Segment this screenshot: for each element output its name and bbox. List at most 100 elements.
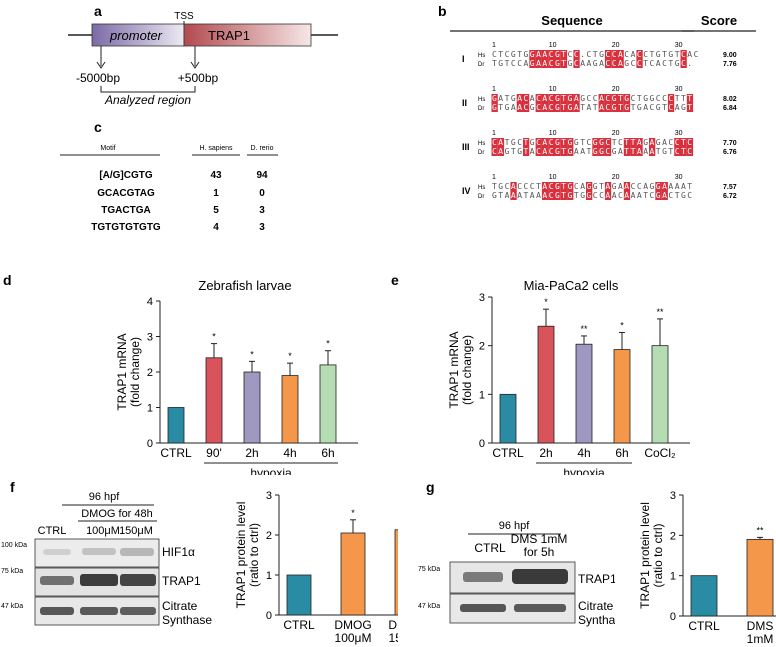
y-tick-label: 2 (147, 367, 153, 379)
conserved-cell (567, 138, 574, 147)
conserved-cell (623, 94, 631, 103)
panel-f-chart: 0 1 2 3 TRAP1 protein level(ratio to ctrl) CT… (234, 490, 398, 645)
alignment-tick: 1 (492, 130, 496, 137)
chart-title: Zebrafish larvae (198, 278, 291, 293)
conserved-cell (560, 191, 568, 200)
conserved-cell (586, 191, 593, 200)
y-tick-label: 1 (670, 571, 676, 583)
conserved-cell (674, 147, 681, 156)
significance-mark: * (250, 349, 254, 359)
conserved-cell (604, 59, 612, 68)
motif-cell: TGACTGA (101, 205, 150, 216)
hs-label: Hs (478, 97, 485, 103)
conserved-cell (611, 50, 618, 59)
bar (690, 575, 718, 617)
bar (167, 407, 185, 444)
category-label: 100μM (335, 631, 372, 645)
alignment-block: 1 10 20 30 III Hs Dr CATGCTGCACGTGGTCGGCTCTTAGA… (462, 130, 737, 156)
score-header: Score (701, 13, 737, 28)
conserved-cell (598, 94, 605, 103)
conserved-cell (516, 94, 523, 103)
y-tick-label: 1 (147, 403, 153, 415)
y-tick-label: 3 (266, 490, 272, 502)
conserved-cell (636, 138, 643, 147)
panel-a: a promoter TRAP1 TSS -5000bp +500bp Anal… (68, 3, 338, 107)
conserved-cell (623, 103, 631, 112)
trap1-label: TRAP1 (162, 574, 201, 588)
conserved-cell (548, 50, 555, 59)
conserved-cell (497, 147, 505, 156)
dr-count: 3 (259, 222, 265, 233)
lane-dms-time: for 5h (524, 545, 555, 559)
conserved-cell (604, 191, 612, 200)
sequence-header: Sequence (541, 13, 602, 28)
conserved-cell (674, 138, 681, 147)
trap1-gene-box (183, 23, 312, 47)
conserved-cell (604, 50, 612, 59)
conserved-cell (573, 94, 580, 103)
lane-ctrl: CTRL (38, 525, 67, 537)
conserved-cell (604, 182, 612, 191)
table-row: TGACTGA 5 3 (101, 205, 265, 216)
block-roman: IV (462, 186, 471, 196)
lane-150: 150μM (119, 525, 153, 537)
block-roman: III (462, 142, 470, 152)
trap1-gene-label: TRAP1 (208, 28, 250, 43)
hs-score: 7.70 (723, 140, 737, 147)
conserved-cell (548, 138, 555, 147)
conserved-cell (523, 94, 530, 103)
conserved-cell (541, 103, 549, 112)
conserved-cell (523, 103, 530, 112)
category-label: DMOG (334, 618, 371, 632)
hs-label: Hs (478, 53, 485, 59)
conserved-cell (548, 103, 555, 112)
conserved-cell (680, 59, 687, 68)
drerio-header: D. rerio (251, 145, 274, 152)
conserved-cell (510, 191, 517, 200)
panel-g-letter: g (426, 479, 435, 495)
hs-count: 5 (213, 205, 219, 216)
panel-f-letter: f (10, 479, 15, 495)
panel-a-letter: a (94, 3, 102, 19)
bar (286, 574, 312, 616)
significance-mark: * (544, 297, 548, 307)
category-label: DMS (747, 619, 774, 633)
motif-cell: TGTGTGTGTG (91, 222, 161, 233)
conserved-cell (636, 147, 643, 156)
alignment-tick: 1 (492, 42, 496, 49)
conserved-cell (604, 94, 612, 103)
conserved-cell (554, 94, 561, 103)
alignment-tick: 30 (675, 42, 683, 49)
conserved-cell (573, 103, 580, 112)
chart-title: Mia-PaCa2 cells (524, 278, 619, 293)
alignment-tick: 20 (612, 130, 620, 137)
group-label: hypoxia (250, 466, 292, 475)
alignment-tick: 30 (675, 86, 683, 93)
conserved-cell (649, 138, 656, 147)
panel-g: g 96 hpf CTRL DMS 1mM for 5h 75 kDa 47 k… (418, 479, 615, 627)
category-label: CTRL (283, 618, 315, 632)
conserved-cell (680, 50, 687, 59)
conserved-cell (548, 94, 555, 103)
alignment-tick: 10 (549, 86, 557, 93)
alignment-block: 1 10 20 30 II Hs Dr GATGACACACGTGAGCCACGTGCTGGC… (462, 86, 737, 112)
conserved-cell (592, 147, 599, 156)
panel-c-letter: c (94, 119, 102, 135)
marker-100: 100 kDa (1, 542, 27, 549)
conserved-cell (617, 50, 624, 59)
lane-ctrl: CTRL (474, 541, 506, 555)
significance-mark: * (326, 339, 330, 349)
conserved-cell (617, 94, 624, 103)
conserved-cell (560, 138, 568, 147)
bar (281, 375, 299, 444)
conserved-cell (680, 147, 687, 156)
significance-mark: * (351, 508, 355, 518)
conserved-cell (623, 191, 631, 200)
treatment-label: DMOG for 48h (81, 508, 153, 520)
hs-sequence: TGCACCCTACGTGCAGGTAGAACCAGGAAAAT (492, 182, 692, 191)
category-label: 6h (321, 446, 334, 460)
conserved-cell (567, 147, 574, 156)
dr-label: Dr (478, 62, 484, 68)
dr-sequence: GTGAACGCACGTGATATACGTGTGACGTCAGT (492, 103, 692, 112)
bar (205, 357, 223, 444)
